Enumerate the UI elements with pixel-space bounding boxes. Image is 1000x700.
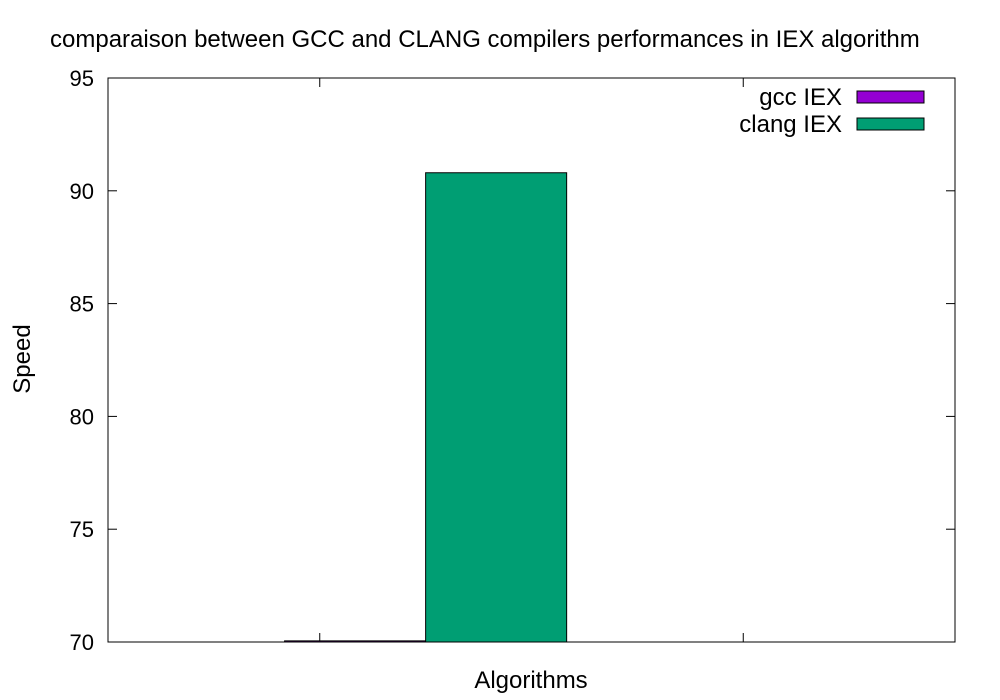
- y-tick-label: 90: [70, 179, 94, 204]
- legend-swatch: [856, 117, 925, 131]
- legend-label: clang IEX: [739, 111, 842, 138]
- y-tick-label: 75: [70, 517, 94, 542]
- legend-swatch: [856, 90, 925, 104]
- y-axis-label: Speed: [9, 324, 36, 393]
- bar-clang-iex: [425, 172, 568, 643]
- legend-label: gcc IEX: [759, 84, 842, 111]
- y-tick-label: 70: [70, 630, 94, 655]
- plot-frame: [107, 77, 956, 643]
- y-tick-label: 80: [70, 404, 94, 429]
- y-tick-label: 85: [70, 292, 94, 317]
- chart-title: comparaison between GCC and CLANG compil…: [50, 26, 920, 53]
- y-tick-label: 95: [70, 66, 94, 91]
- x-axis-label: Algorithms: [474, 667, 587, 694]
